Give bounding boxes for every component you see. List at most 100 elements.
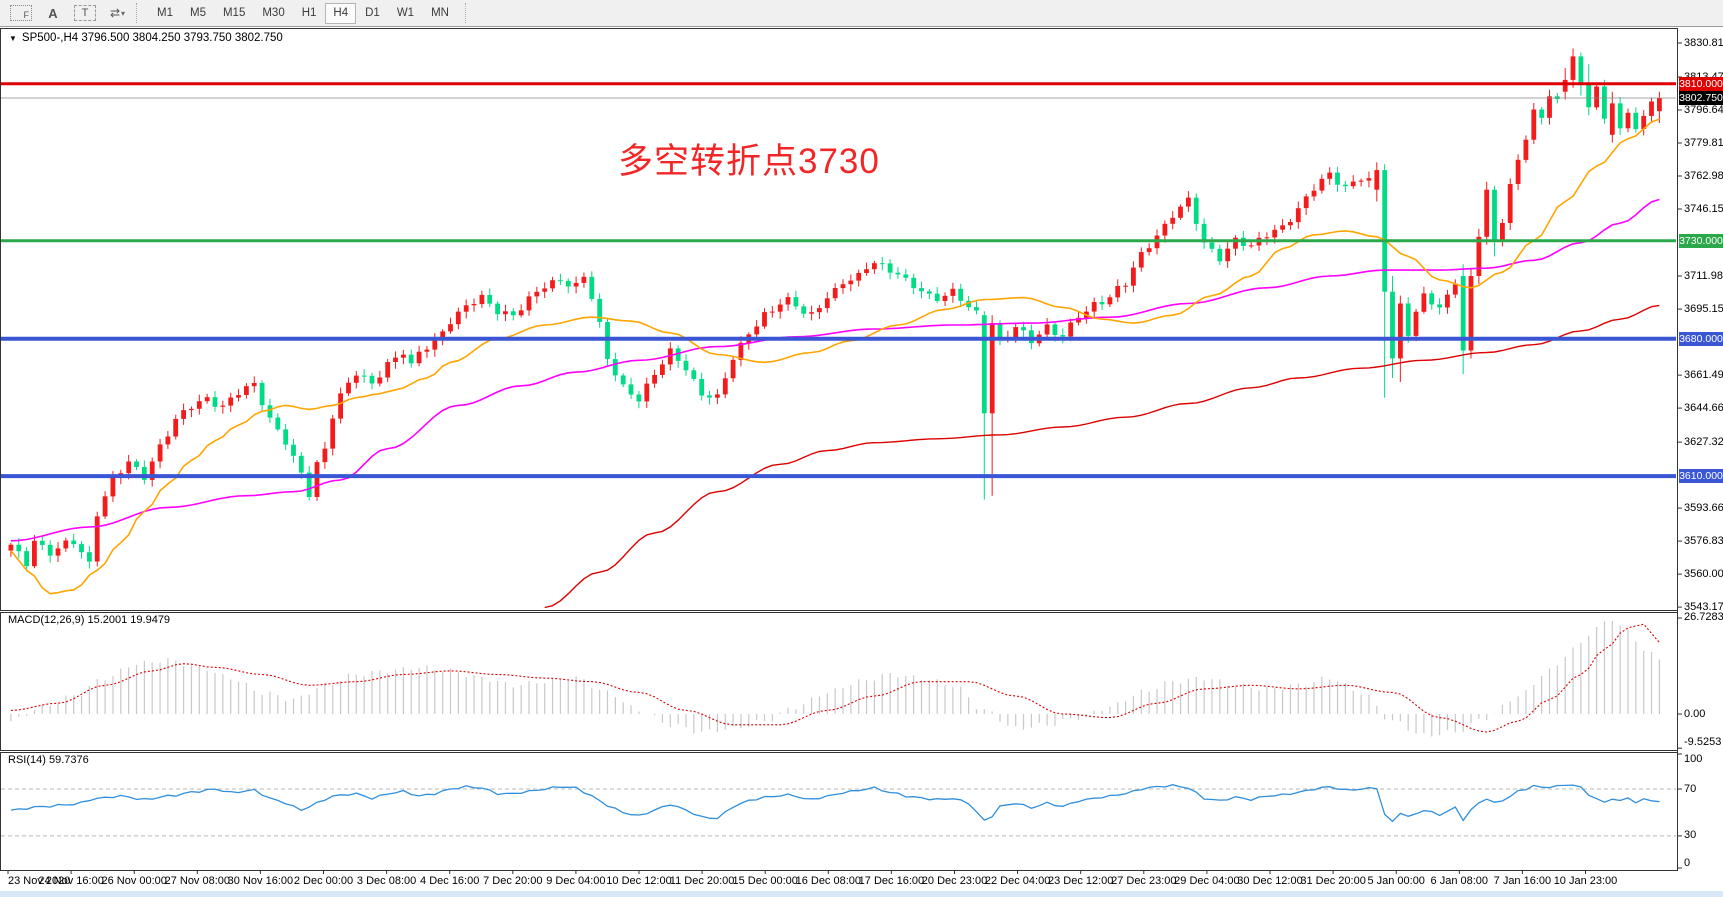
candle-body [455,311,461,325]
candle-body [510,311,516,316]
timeframe-h1[interactable]: H1 [294,3,325,24]
candle-body [817,308,822,313]
candle-body [1029,330,1034,344]
candle-body [738,342,744,360]
timeframe-m1[interactable]: M1 [149,3,181,24]
date-label: 22 Dec 04:00 [984,875,1051,887]
candle-body [526,296,532,311]
date-label: 30 Dec 12:00 [1237,875,1303,887]
candle-body [730,359,736,379]
price-tick-label: 3830.810 [1684,36,1723,49]
macd-tick-label: 0.00 [1684,707,1706,720]
candle-body [55,548,61,556]
candle-body [134,461,139,467]
candle-body [463,305,469,312]
candle-body [1311,190,1317,197]
candle-body [346,382,351,394]
candle-body [314,462,320,497]
date-label: 23 Dec 12:00 [1047,875,1114,887]
candle-body [377,377,383,384]
macd-indicator-label: MACD(12,26,9) 15.2001 19.9479 [8,614,171,626]
candle-body [338,393,343,419]
candle-body [1531,109,1537,140]
candle-body [919,288,924,292]
candle-body [1060,335,1066,337]
date-label: 2 Dec 00:00 [293,875,354,887]
date-label: 24 Nov 16:00 [38,875,104,887]
candle-body [1217,248,1223,262]
timeframe-m5[interactable]: M5 [182,3,214,24]
macd-panel[interactable] [10,621,1661,737]
timeframe-m30[interactable]: M30 [254,3,292,24]
candle-body [1523,139,1529,160]
candle-body [754,326,760,335]
symbol-dropdown-icon[interactable]: ▼ [9,33,17,43]
candle-body [1609,103,1615,135]
candle-body [165,436,171,445]
candle-body [1280,225,1285,230]
chart-shift-icon: F [23,10,30,20]
candle-body [1107,297,1113,305]
candle-body [699,378,705,396]
candle-body [534,291,540,297]
candle-body [950,288,956,296]
date-label: 27 Dec 23:00 [1111,875,1177,887]
candle-body [1437,304,1442,308]
chart-shift-button[interactable]: F [10,5,32,21]
timeframe-m15[interactable]: M15 [215,3,253,24]
main-panel-border [0,28,1678,611]
date-label: 3 Dec 08:00 [356,875,417,887]
timeframe-group: M1 M5 M15 M30 H1 H4 D1 W1 MN [149,2,457,24]
candle-body [1343,184,1348,187]
candle-body [911,277,917,289]
candle-body [503,311,508,315]
candle-body [769,311,775,313]
candle-body [424,349,430,352]
candle-body [589,276,595,299]
candle-body [1633,112,1639,130]
candle-body [1492,189,1497,241]
candle-body [1452,284,1458,295]
rsi-line [10,784,1660,823]
candle-body [974,307,979,311]
candle-body [581,276,587,283]
rsi-panel[interactable] [1,784,1676,837]
main-panel[interactable] [8,48,1662,609]
candle-body [369,375,375,384]
text-annotation-icon: A [48,5,58,21]
candle-body [1547,96,1552,118]
timeframe-h4[interactable]: H4 [325,2,357,24]
candle-body [181,410,186,419]
candle-body [102,496,108,517]
timeframe-w1[interactable]: W1 [389,3,422,24]
candle-body [1178,206,1183,218]
candle-body [1123,285,1128,287]
candle-body [1602,86,1607,119]
cursor-mode-button[interactable]: ⇄ ▾ [106,2,128,24]
candle-body [636,394,642,402]
candle-body [801,306,807,314]
candle-body [1288,222,1293,226]
date-label: 10 Dec 12:00 [606,875,672,887]
text-label-button[interactable]: T [74,5,96,21]
candle-body [1201,223,1207,243]
candle-body [1193,197,1199,224]
candle-body [1021,327,1026,331]
price-tick-label: 3711.980 [1684,269,1723,282]
candle-body [1641,115,1647,130]
text-label-icon: T [81,7,89,19]
candle-body [1225,248,1231,262]
text-annotation-button[interactable]: A [42,2,64,24]
candle-body [353,375,359,383]
candle-body [283,429,289,445]
candle-body [1115,286,1121,298]
candle-body [1162,223,1168,236]
candle-body [981,315,987,414]
timeframe-mn[interactable]: MN [423,3,457,24]
timeframe-d1[interactable]: D1 [357,3,388,24]
chart-title: ▼ SP500-,H4 3796.500 3804.250 3793.750 3… [9,32,283,44]
candle-body [1578,56,1584,84]
candle-body [306,472,312,497]
candle-body [628,384,634,395]
